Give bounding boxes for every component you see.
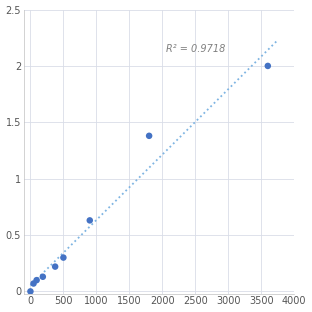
Point xyxy=(147,133,152,138)
Point xyxy=(34,278,39,283)
Point xyxy=(87,218,92,223)
Point xyxy=(61,255,66,260)
Point xyxy=(31,281,36,286)
Point xyxy=(53,264,58,269)
Point xyxy=(40,274,45,279)
Point xyxy=(265,63,270,68)
Point xyxy=(28,289,33,294)
Text: R² = 0.9718: R² = 0.9718 xyxy=(166,44,225,54)
